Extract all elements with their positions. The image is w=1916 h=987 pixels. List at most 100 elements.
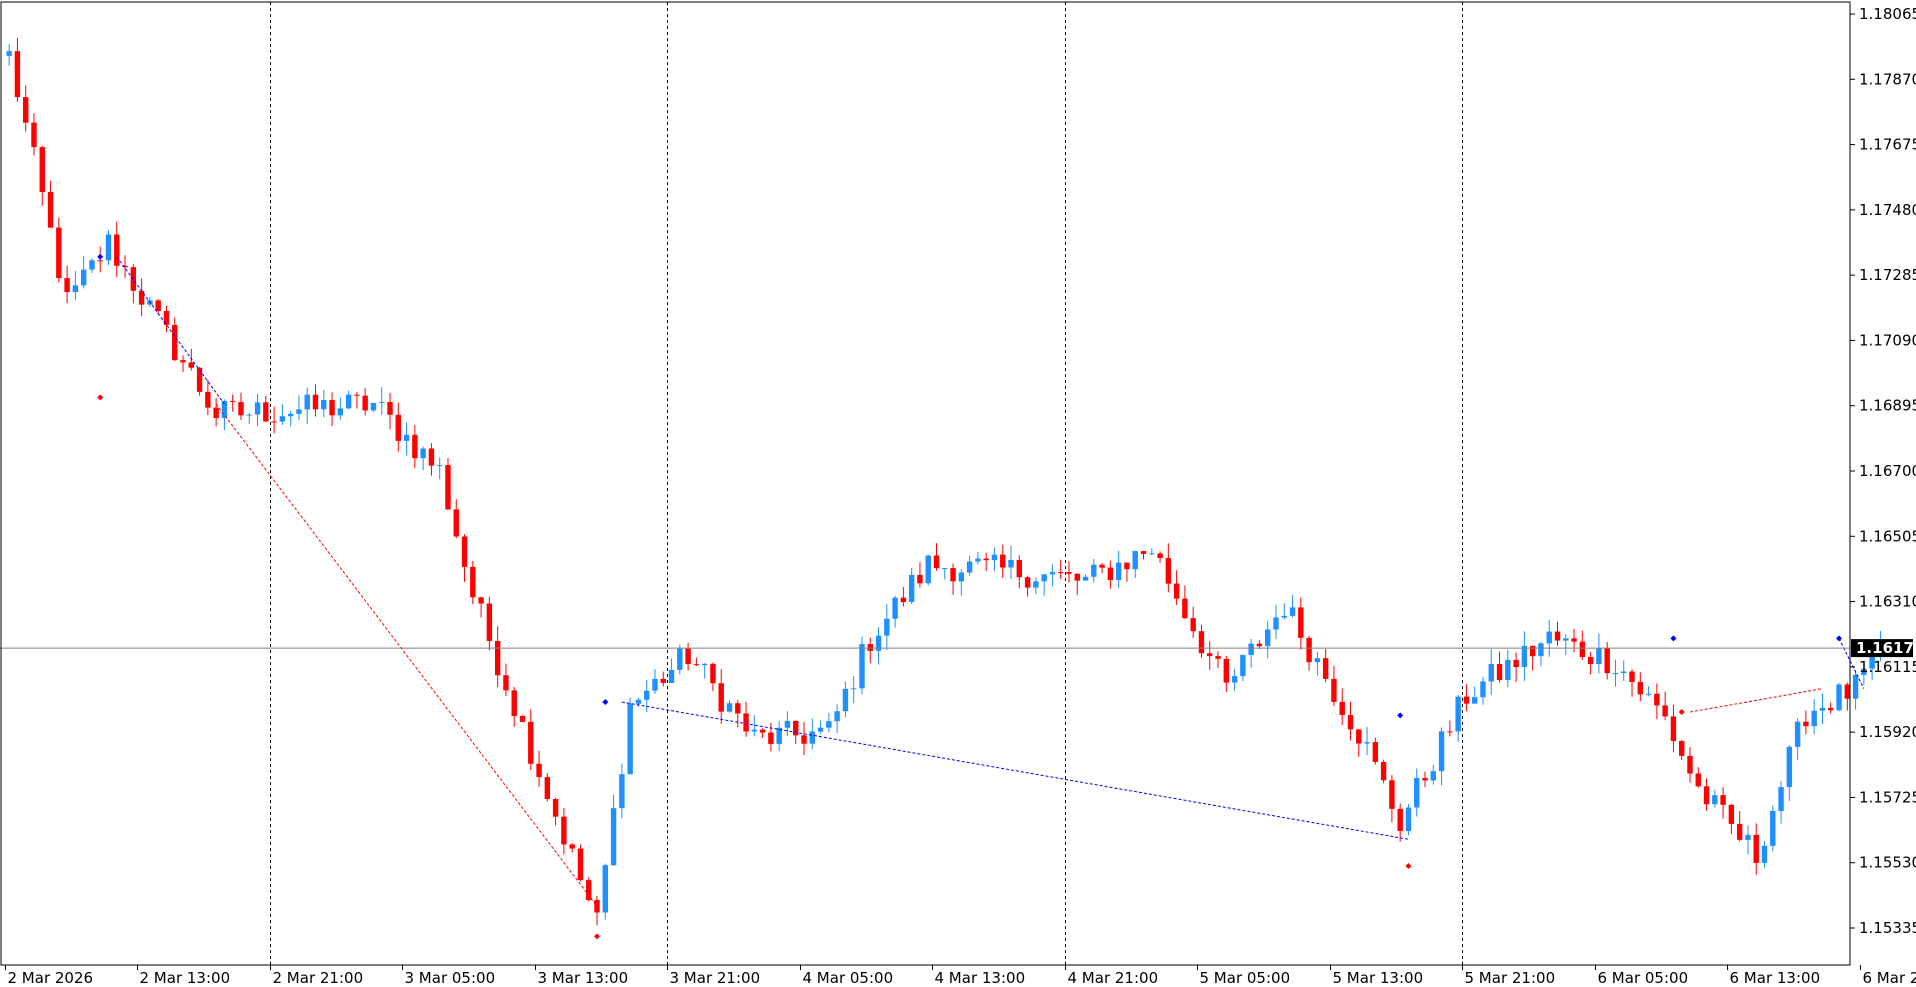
candle-body [1414, 777, 1420, 808]
candle-body [1024, 577, 1031, 588]
y-tick-label: 1.17285 [1859, 266, 1916, 284]
candle-body [834, 711, 840, 722]
candle-body [884, 618, 890, 636]
candle-body [991, 554, 998, 561]
candle-body [246, 414, 252, 416]
candle-body [105, 234, 112, 261]
candle-body [420, 448, 426, 459]
candle-body [1852, 674, 1859, 699]
candle-body [561, 816, 567, 845]
signal-marker [1836, 635, 1843, 642]
candle-body [453, 509, 459, 537]
candle-body [1761, 845, 1768, 863]
candle-body [851, 688, 857, 690]
candle-body [1058, 572, 1064, 574]
candle-body [1579, 641, 1586, 657]
candle-body [1753, 834, 1759, 863]
x-tick-label: 5 Mar 05:00 [1200, 969, 1291, 987]
candle-body [1670, 716, 1677, 741]
candle-body [975, 558, 981, 562]
candle-body [1836, 684, 1842, 711]
candle-body [238, 402, 244, 416]
y-tick-label: 1.16310 [1859, 593, 1916, 611]
candle-body [1554, 631, 1561, 641]
candle-body [1513, 659, 1519, 668]
candle-body [1356, 729, 1362, 744]
candle-body [1794, 721, 1801, 747]
x-tick-label: 6 Mar 13:00 [1730, 969, 1821, 987]
candle-body [428, 448, 435, 466]
candle-body [793, 720, 799, 736]
candle-body [1480, 681, 1486, 698]
candle-body [470, 566, 476, 598]
candle-body [958, 572, 965, 582]
candle-body [1720, 795, 1726, 805]
candle-body [677, 648, 683, 670]
candle-body [387, 401, 393, 415]
current-price-label: 1.16171 [1856, 639, 1916, 657]
candle-body [205, 391, 211, 408]
candle-body [1662, 705, 1668, 717]
candle-body [6, 51, 12, 56]
candle-body [1074, 573, 1080, 581]
candle-body [89, 260, 95, 270]
signal-marker [602, 699, 609, 706]
candle-body [39, 147, 45, 193]
candle-body [1000, 554, 1006, 568]
candle-body [114, 234, 120, 266]
candle-body [1703, 786, 1710, 805]
x-tick-label: 6 Mar 21:00 [1863, 969, 1916, 987]
candle-body [776, 727, 782, 744]
candle-body [1604, 647, 1610, 674]
candle-body [1728, 804, 1735, 824]
y-tick-label: 1.15725 [1859, 788, 1916, 806]
candle-body [644, 690, 650, 700]
candle-body [1654, 693, 1660, 706]
current-price-badge [1851, 639, 1913, 658]
zigzag-line [1838, 638, 1865, 689]
candle-body [908, 574, 915, 603]
signal-marker [594, 933, 601, 940]
candle-body [80, 269, 87, 286]
candle-body [900, 597, 907, 603]
candle-body [1008, 559, 1014, 568]
y-tick-label: 1.17480 [1859, 201, 1916, 219]
candle-body [1679, 740, 1685, 756]
candle-body [859, 644, 865, 689]
candle-body [1463, 696, 1470, 704]
candle-body [379, 401, 385, 403]
candle-body [1563, 638, 1569, 641]
x-tick-label: 2 Mar 13:00 [140, 969, 231, 987]
candle-body [1314, 658, 1321, 663]
zigzag-line [215, 403, 598, 907]
signal-marker [97, 394, 104, 401]
candle-body [801, 735, 807, 744]
signal-marker [1670, 635, 1677, 642]
x-tick-label: 6 Mar 05:00 [1598, 969, 1689, 987]
zigzag-line [116, 256, 225, 405]
candle-body [47, 192, 54, 228]
candle-body [1397, 808, 1403, 832]
candle-body [1828, 707, 1834, 711]
candle-body [72, 285, 79, 293]
candle-body [817, 727, 824, 732]
candle-body [354, 394, 360, 396]
candle-body [577, 848, 584, 881]
candle-body [726, 703, 733, 712]
candle-body [1405, 807, 1412, 832]
candle-body [1231, 676, 1238, 683]
candle-body [1488, 663, 1494, 682]
candle-body [610, 808, 617, 866]
candle-body [693, 664, 700, 666]
candle-body [1430, 771, 1436, 781]
candle-body [1322, 658, 1329, 679]
candle-body [710, 663, 716, 684]
candle-body [445, 464, 451, 510]
candle-body [296, 409, 302, 414]
candle-body [1546, 631, 1552, 644]
candle-body [1612, 672, 1619, 674]
candle-body [1256, 643, 1263, 647]
candle-body [917, 574, 923, 584]
